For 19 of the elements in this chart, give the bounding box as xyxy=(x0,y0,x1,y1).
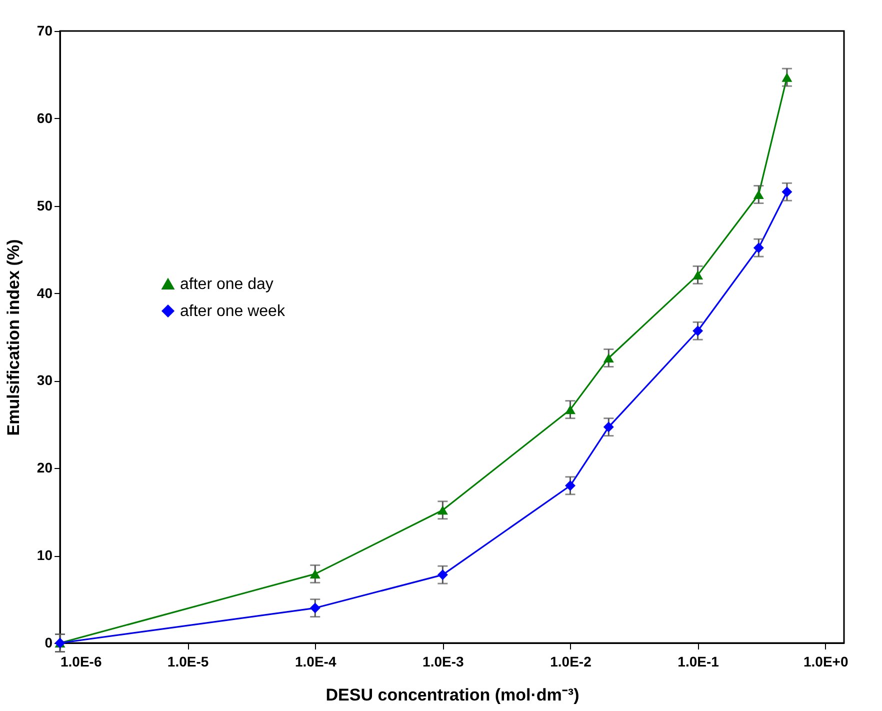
x-tick-label: 1.0E-4 xyxy=(294,654,336,670)
legend-label: after one week xyxy=(180,303,286,320)
y-axis-title: Emulsification index (%) xyxy=(4,239,23,436)
y-tick-label: 60 xyxy=(36,110,53,126)
y-tick-label: 50 xyxy=(36,197,53,214)
y-tick-label: 20 xyxy=(36,460,53,476)
y-tick-label: 30 xyxy=(36,372,53,388)
x-tick-label: 1.0E-5 xyxy=(167,654,209,670)
x-tick-label: 1.0E-1 xyxy=(678,654,720,670)
x-tick-label: 1.0E-2 xyxy=(550,654,592,670)
legend-label: after one day xyxy=(180,276,274,293)
y-tick-label: 10 xyxy=(36,547,53,564)
y-tick-label: 40 xyxy=(36,284,53,301)
y-tick-label: 0 xyxy=(44,634,53,650)
x-axis-title: DESU concentration (mol·dm⁻³) xyxy=(326,686,580,704)
x-tick-label: 1.0E-6 xyxy=(60,654,102,670)
x-tick-label: 1.0E-3 xyxy=(422,654,464,670)
x-tick-label: 1.0E+0 xyxy=(803,654,848,670)
y-tick-label: 70 xyxy=(36,22,53,38)
